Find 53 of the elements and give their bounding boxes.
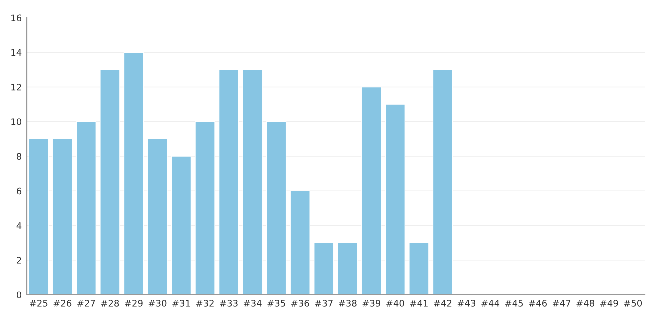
x-tick-label: #37 <box>315 300 333 307</box>
bar <box>290 190 310 295</box>
y-tick-label: 14 <box>12 49 22 56</box>
x-tick-label: #27 <box>78 300 96 307</box>
x-tick-label: #26 <box>54 300 72 307</box>
bar <box>314 242 334 295</box>
y-tick-label: 2 <box>17 257 22 264</box>
x-tick-label: #36 <box>292 300 310 307</box>
bar <box>195 122 216 295</box>
x-tick-label: #25 <box>30 300 48 307</box>
bar <box>76 122 97 295</box>
x-tick-label: #44 <box>482 300 500 307</box>
y-tick-label: 0 <box>16 292 22 299</box>
x-tick-label: #41 <box>410 300 428 307</box>
bar <box>432 70 454 295</box>
x-tick-label: #33 <box>220 300 238 307</box>
x-tick-label: #46 <box>529 300 547 307</box>
bar <box>52 138 73 295</box>
x-tick-label: #31 <box>172 300 190 307</box>
x-tick-label: #40 <box>386 300 404 307</box>
x-tick-label: #49 <box>600 300 618 307</box>
bar <box>124 52 144 295</box>
x-tick-label: #42 <box>434 300 452 307</box>
bar <box>100 70 120 295</box>
bar <box>218 70 240 295</box>
x-tick-label: #28 <box>101 300 120 307</box>
bar <box>338 242 358 295</box>
y-tick-label: 12 <box>12 84 22 91</box>
x-tick-label: #29 <box>125 300 143 307</box>
x-tick-label: #38 <box>339 300 357 307</box>
x-tick-label: #45 <box>505 300 524 307</box>
x-tick-label: #39 <box>362 300 381 307</box>
y-tick-label: 10 <box>12 118 22 126</box>
x-tick-label: #32 <box>196 300 214 307</box>
bar <box>242 70 263 295</box>
y-tick-label: 6 <box>17 188 22 195</box>
bar <box>28 138 49 295</box>
x-tick-label: #48 <box>576 300 594 307</box>
bar <box>409 242 430 295</box>
y-tick-label: 8 <box>17 153 22 160</box>
y-tick-label: 16 <box>12 14 22 22</box>
x-tick-label: #35 <box>268 300 286 307</box>
bar <box>385 104 406 295</box>
x-tick-label: #34 <box>244 300 262 307</box>
y-tick-label: 4 <box>16 222 22 230</box>
x-tick-label: #30 <box>148 300 167 307</box>
x-tick-label: #43 <box>458 300 476 307</box>
bar <box>362 86 382 295</box>
x-tick-label: #50 <box>624 300 642 307</box>
bar <box>266 122 287 295</box>
x-tick-label: #47 <box>552 300 571 307</box>
bar <box>148 138 168 295</box>
bar <box>171 156 192 295</box>
